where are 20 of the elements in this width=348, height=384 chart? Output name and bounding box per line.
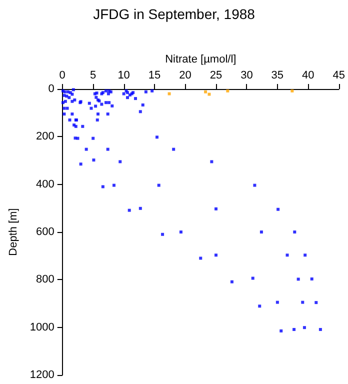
y-axis-title: Depth [m] [8, 208, 20, 256]
y-tick-label: 200 [36, 130, 54, 143]
x-tick-label: 20 [179, 70, 192, 82]
x-tick-label: 15 [148, 70, 161, 82]
y-tick-label: 1200 [30, 369, 54, 381]
x-tick-label: 30 [240, 70, 253, 82]
x-tick-label: 5 [90, 70, 96, 82]
chart-title: JFDG in September, 1988 [93, 6, 256, 22]
y-tick-label: 1000 [30, 321, 54, 334]
x-tick-label: 35 [271, 70, 284, 82]
x-tick-label: 25 [210, 70, 222, 82]
y-tick-label: 0 [48, 83, 54, 95]
y-tick-label: 400 [36, 178, 54, 190]
x-tick-label: 45 [332, 70, 346, 82]
x-tick-label: 40 [302, 70, 314, 82]
y-tick-label: 800 [36, 274, 54, 286]
x-tick-label: 0 [59, 70, 66, 82]
y-tick-label: 600 [36, 226, 54, 238]
x-tick-label: 10 [118, 70, 130, 82]
x-axis-title: Nitrate [µmol/l] [165, 54, 236, 66]
